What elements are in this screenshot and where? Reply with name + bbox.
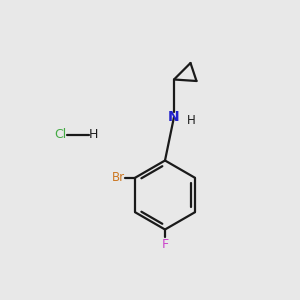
Text: H: H bbox=[88, 128, 98, 142]
Text: Br: Br bbox=[112, 171, 125, 184]
Text: H: H bbox=[187, 114, 195, 127]
Text: Cl: Cl bbox=[54, 128, 66, 142]
Text: F: F bbox=[161, 238, 169, 250]
Text: N: N bbox=[168, 110, 180, 124]
